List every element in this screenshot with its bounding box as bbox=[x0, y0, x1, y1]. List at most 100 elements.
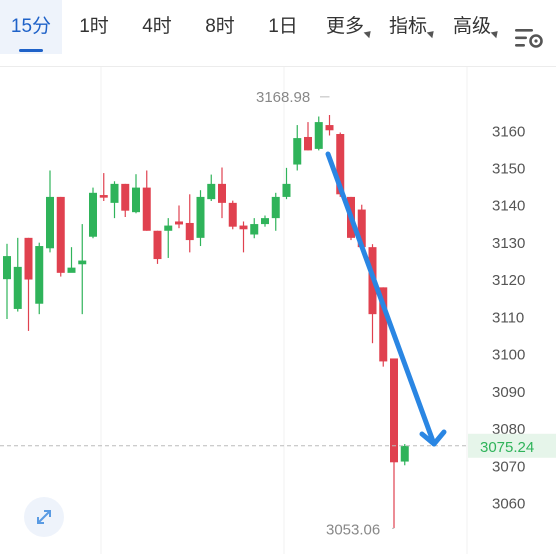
candle bbox=[293, 125, 302, 171]
candle-body bbox=[196, 196, 205, 238]
candle-body bbox=[261, 218, 269, 225]
expand-icon bbox=[37, 510, 51, 524]
tab-1d-label: 1日 bbox=[268, 16, 298, 37]
candlestick-chart[interactable]: 3160315031403130312031103100309030803070… bbox=[0, 67, 556, 554]
candle-body bbox=[99, 195, 108, 198]
candle bbox=[261, 215, 269, 227]
candle-body bbox=[379, 287, 388, 362]
tab-bar-divider bbox=[0, 66, 556, 67]
tab-1h-label: 1时 bbox=[79, 16, 109, 37]
tab-advanced[interactable]: 高级 bbox=[453, 0, 501, 54]
tab-more[interactable]: 更多 bbox=[326, 0, 374, 54]
tab-8h-label: 8时 bbox=[205, 16, 235, 37]
candle bbox=[250, 218, 259, 239]
candle bbox=[3, 243, 11, 319]
candle bbox=[282, 167, 291, 200]
candle bbox=[185, 194, 194, 253]
current-price-label: 3075.24 bbox=[480, 439, 534, 456]
candle-body bbox=[271, 196, 280, 219]
dropdown-caret-icon bbox=[490, 28, 501, 39]
candle bbox=[175, 205, 183, 229]
candle-body bbox=[13, 266, 22, 309]
candle-body bbox=[239, 225, 248, 230]
candle bbox=[99, 173, 108, 201]
candle-body bbox=[282, 183, 291, 197]
candle-body bbox=[390, 358, 398, 463]
timeframe-tab-bar: 15分 1时 4时 8时 1日 更多 指标 高级 bbox=[0, 0, 556, 66]
tab-more-label: 更多 bbox=[325, 16, 365, 37]
candle bbox=[67, 247, 76, 273]
candle-body bbox=[293, 138, 302, 165]
candle-body bbox=[110, 183, 119, 203]
tab-indicators[interactable]: 指标 bbox=[389, 0, 437, 54]
candle bbox=[89, 187, 97, 239]
candle bbox=[13, 237, 22, 312]
candle-body bbox=[336, 134, 345, 195]
tab-4h-label: 4时 bbox=[142, 16, 172, 37]
y-tick-label: 3160 bbox=[492, 123, 525, 140]
tab-8h[interactable]: 8时 bbox=[205, 0, 235, 54]
candle-body bbox=[3, 256, 11, 280]
candles bbox=[3, 115, 409, 529]
y-tick-label: 3100 bbox=[492, 347, 525, 364]
tab-1h[interactable]: 1时 bbox=[79, 0, 109, 54]
tab-4h[interactable]: 4时 bbox=[142, 0, 172, 54]
candle bbox=[400, 444, 409, 466]
candle bbox=[24, 237, 33, 331]
candle-body bbox=[164, 225, 173, 231]
y-tick-label: 3110 bbox=[492, 309, 524, 326]
candle bbox=[153, 230, 162, 264]
fullscreen-button[interactable] bbox=[24, 497, 64, 537]
candle bbox=[46, 170, 54, 253]
tab-15min[interactable]: 15分 bbox=[0, 0, 62, 54]
candle-body bbox=[228, 202, 237, 227]
y-tick-label: 3060 bbox=[492, 496, 525, 513]
candle-body bbox=[78, 260, 87, 265]
trend-arrow-head bbox=[419, 429, 447, 447]
candle bbox=[142, 170, 151, 231]
candle-body bbox=[250, 224, 259, 235]
y-tick-label: 3130 bbox=[492, 235, 525, 252]
candle bbox=[368, 244, 377, 344]
candle-body bbox=[304, 136, 312, 151]
high-price-label: 3168.98 bbox=[256, 89, 310, 106]
candle bbox=[121, 183, 130, 218]
candle-body bbox=[357, 209, 366, 248]
low-price-label: 3053.06 bbox=[326, 521, 380, 538]
chart-settings-icon[interactable] bbox=[514, 26, 544, 50]
candle bbox=[110, 181, 119, 219]
tab-1d[interactable]: 1日 bbox=[268, 0, 298, 54]
candle-body bbox=[218, 183, 226, 203]
candle-body bbox=[153, 230, 162, 260]
y-tick-label: 3150 bbox=[492, 161, 525, 178]
y-tick-label: 3070 bbox=[492, 458, 525, 475]
candle bbox=[164, 218, 173, 258]
candle-body bbox=[400, 445, 409, 462]
chart-overlay: 3075.24 3168.98 3053.06 bbox=[0, 89, 556, 538]
candle-body bbox=[46, 196, 54, 249]
y-tick-label: 3120 bbox=[492, 272, 525, 289]
candle bbox=[56, 196, 65, 277]
candle-body bbox=[207, 183, 216, 200]
candle-body bbox=[132, 187, 140, 213]
y-tick-label: 3090 bbox=[492, 384, 525, 401]
candle-body bbox=[325, 125, 334, 131]
candle-body bbox=[89, 192, 97, 237]
candle bbox=[271, 192, 280, 231]
dropdown-caret-icon bbox=[426, 28, 437, 39]
candle-body bbox=[67, 267, 76, 273]
dropdown-caret-icon bbox=[363, 28, 374, 39]
candle-body bbox=[175, 221, 183, 225]
candle-body bbox=[35, 246, 44, 304]
candle-body bbox=[185, 222, 194, 241]
candle bbox=[196, 190, 205, 247]
candle-body bbox=[24, 237, 33, 280]
candle bbox=[314, 116, 323, 151]
current-price-tag bbox=[468, 433, 556, 458]
candle bbox=[78, 224, 87, 315]
trend-arrow-line bbox=[325, 151, 437, 447]
chart-grid bbox=[100, 67, 468, 554]
candle-body bbox=[142, 187, 151, 231]
candle bbox=[218, 167, 226, 219]
tab-15min-label: 15分 bbox=[10, 16, 52, 37]
